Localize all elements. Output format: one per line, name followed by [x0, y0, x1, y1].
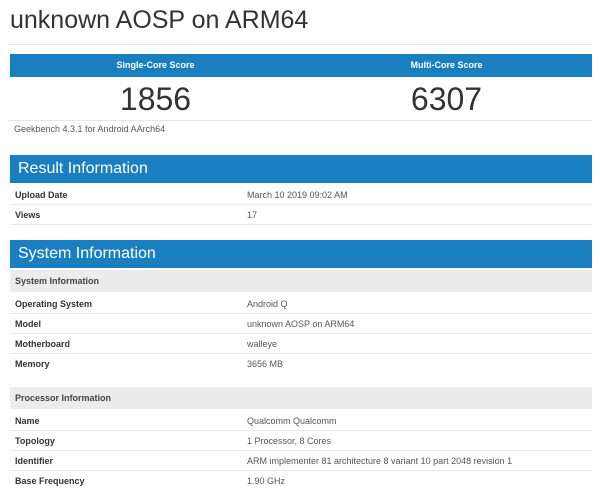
- system-information-subheader: System Information: [10, 270, 592, 292]
- row-value: ARM implementer 81 architecture 8 varian…: [247, 456, 513, 466]
- table-row: Topology 1 Processor, 8 Cores: [10, 431, 592, 451]
- table-row: Motherboard walleye: [10, 334, 592, 354]
- result-information-header: Result Information: [10, 155, 592, 183]
- page-title: unknown AOSP on ARM64: [10, 6, 309, 34]
- row-key: Identifier: [15, 456, 54, 466]
- divider: [8, 44, 592, 45]
- row-key: Views: [15, 210, 41, 220]
- table-row: Base Frequency 1.90 GHz: [10, 471, 592, 491]
- row-value: unknown AOSP on ARM64: [247, 319, 355, 329]
- divider: [8, 120, 592, 121]
- row-key: Motherboard: [15, 339, 70, 349]
- table-row: Upload Date March 10 2019 09:02 AM: [10, 185, 592, 205]
- table-row: Identifier ARM implementer 81 architectur…: [10, 451, 592, 471]
- row-value: 17: [247, 210, 258, 220]
- row-value: 1 Processor, 8 Cores: [247, 436, 332, 446]
- system-information-header: System Information: [10, 240, 592, 268]
- multi-core-label: Multi-Core Score: [410, 60, 483, 70]
- table-row: Memory 3656 MB: [10, 354, 592, 374]
- single-core-label: Single-Core Score: [116, 60, 195, 70]
- row-key: Name: [15, 416, 40, 426]
- table-row: Operating System Android Q: [10, 294, 592, 314]
- single-core-score: 1856: [119, 81, 192, 117]
- row-value: Qualcomm Qualcomm: [247, 416, 337, 426]
- row-key: Base Frequency: [15, 476, 85, 486]
- row-key: Upload Date: [15, 190, 68, 200]
- scores: 1856 6307: [10, 80, 592, 118]
- table-row: Views 17: [10, 205, 592, 225]
- row-key: Memory: [15, 359, 50, 369]
- row-value: walleye: [247, 339, 278, 349]
- row-value: 3656 MB: [247, 359, 284, 369]
- score-header-bar: Single-Core Score Multi-Core Score: [10, 54, 592, 77]
- row-value: 1.90 GHz: [247, 476, 286, 486]
- row-key: Topology: [15, 436, 55, 446]
- benchmark-version: Geekbench 4.3.1 for Android AArch64: [14, 124, 166, 134]
- multi-core-score: 6307: [410, 81, 483, 117]
- row-key: Operating System: [15, 299, 93, 309]
- table-row: Model unknown AOSP on ARM64: [10, 314, 592, 334]
- row-value: March 10 2019 09:02 AM: [247, 190, 348, 200]
- row-value: Android Q: [247, 299, 288, 309]
- row-key: Model: [15, 319, 41, 329]
- table-row: Name Qualcomm Qualcomm: [10, 411, 592, 431]
- processor-information-subheader: Processor Information: [10, 387, 592, 409]
